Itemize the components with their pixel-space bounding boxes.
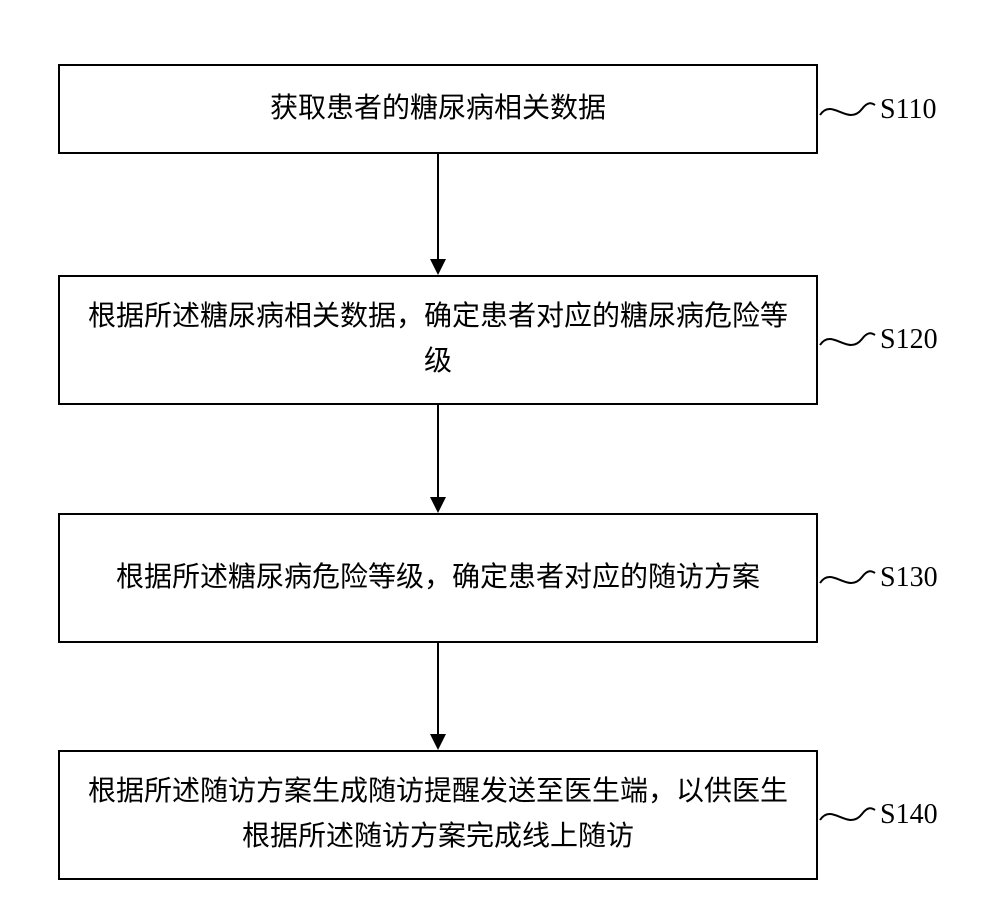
arrow-s110-s120 [430,154,446,275]
step-label-s110: S110 [880,94,937,126]
step-label-s120: S120 [880,324,938,356]
step-text-s130: 根据所述糖尿病危险等级，确定患者对应的随访方案 [116,556,760,601]
tilde-s110 [820,95,875,125]
step-box-s140: 根据所述随访方案生成随访提醒发送至医生端，以供医生根据所述随访方案完成线上随访 [58,750,818,880]
arrow-s120-s130 [430,405,446,513]
tilde-s130 [820,563,875,593]
step-box-s110: 获取患者的糖尿病相关数据 [58,64,818,154]
step-box-s120: 根据所述糖尿病相关数据，确定患者对应的糖尿病危险等级 [58,275,818,405]
step-box-s130: 根据所述糖尿病危险等级，确定患者对应的随访方案 [58,513,818,643]
step-text-s120: 根据所述糖尿病相关数据，确定患者对应的糖尿病危险等级 [78,295,798,385]
tilde-s140 [820,800,875,830]
arrow-s130-s140 [430,643,446,750]
flowchart-canvas: 获取患者的糖尿病相关数据 根据所述糖尿病相关数据，确定患者对应的糖尿病危险等级 … [0,0,1000,918]
step-label-s130: S130 [880,562,938,594]
step-label-s140: S140 [880,799,938,831]
step-text-s140: 根据所述随访方案生成随访提醒发送至医生端，以供医生根据所述随访方案完成线上随访 [78,770,798,860]
tilde-s120 [820,325,875,355]
step-text-s110: 获取患者的糖尿病相关数据 [270,87,606,132]
